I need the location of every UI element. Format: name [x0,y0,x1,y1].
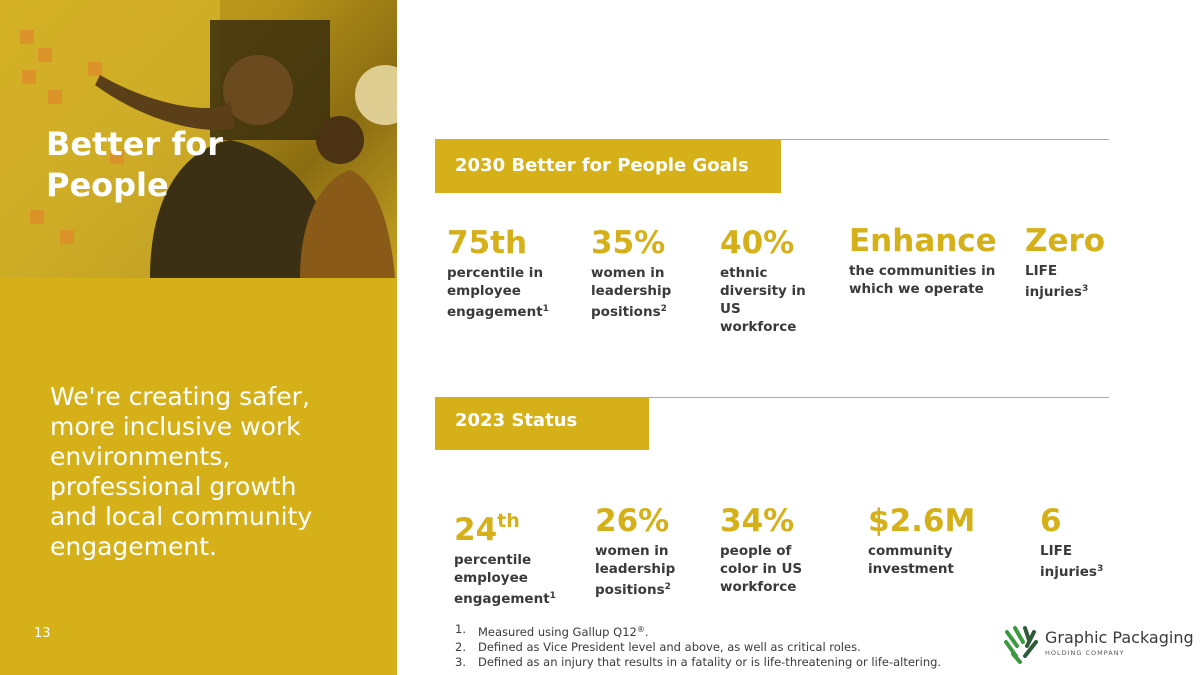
status-description: women in leadership positions2 [595,543,676,598]
status-description: LIFE injuries3 [1040,543,1104,580]
hero-photo-illustration [0,0,397,278]
goal-stat: 40% ethnic diversity in US workforce [720,226,815,336]
footnote-item: 2. Defined as Vice President level and ab… [455,640,861,654]
page-number: 13 [34,626,51,641]
goal-value: Enhance [849,223,997,259]
goal-value: Zero [1025,223,1106,259]
goal-stat: Zero LIFE injuries3 [1025,224,1105,301]
status-stat: $2.6M community investment [868,504,1008,578]
goal-description: women in leadership positions2 [591,265,672,320]
goal-description: LIFE injuries3 [1025,263,1089,300]
status-value: $2.6M [868,503,976,539]
status-value: 26% [595,503,670,539]
status-stat: 24th percentile employee engagement1 [454,504,574,608]
company-logo: Graphic Packaging HOLDING COMPANY [1003,624,1194,664]
hero-photo [0,0,397,278]
status-value: 34% [720,503,795,539]
goal-value: 35% [591,225,666,261]
goal-description: ethnic diversity in US workforce [720,265,806,335]
footnotes: 1. Measured using Gallup Q12®. 2. Defined … [455,622,941,670]
goal-stat: Enhance the communities in which we oper… [849,224,1009,298]
goal-stat: 75th percentile in employee engagement1 [447,226,577,321]
footnote-item: 1. Measured using Gallup Q12®. [455,622,649,639]
goals-rule [435,139,1109,140]
footnote-item: 3. Defined as an injury that results in a… [455,655,942,669]
status-description: people of color in US workforce [720,543,803,595]
logo-name: Graphic Packaging [1045,628,1194,647]
goal-description: the communities in which we operate [849,263,996,297]
status-value: 6 [1040,503,1062,539]
goal-stat: 35% women in leadership positions2 [591,226,701,321]
leaf-logo-icon [1004,626,1038,664]
goal-value: 75th [447,225,528,261]
goals-label: 2030 Better for People Goals [435,140,781,193]
intro-text: We're creating safer, more inclusive wor… [50,382,313,561]
status-rule [435,397,1109,398]
goal-description: percentile in employee engagement1 [447,265,549,320]
logo-subtitle: HOLDING COMPANY [1045,649,1125,657]
status-stat: 34% people of color in US workforce [720,504,815,596]
status-value: 24th [454,510,520,548]
goal-value: 40% [720,225,795,261]
status-description: community investment [868,543,954,577]
status-label: 2023 Status [435,398,649,450]
left-panel: Better for People We're creating safer, … [0,0,397,675]
status-stat: 26% women in leadership positions2 [595,504,695,599]
page-title: Better for People [46,125,223,204]
status-stat: 6 LIFE injuries3 [1040,504,1120,581]
status-description: percentile employee engagement1 [454,552,556,607]
